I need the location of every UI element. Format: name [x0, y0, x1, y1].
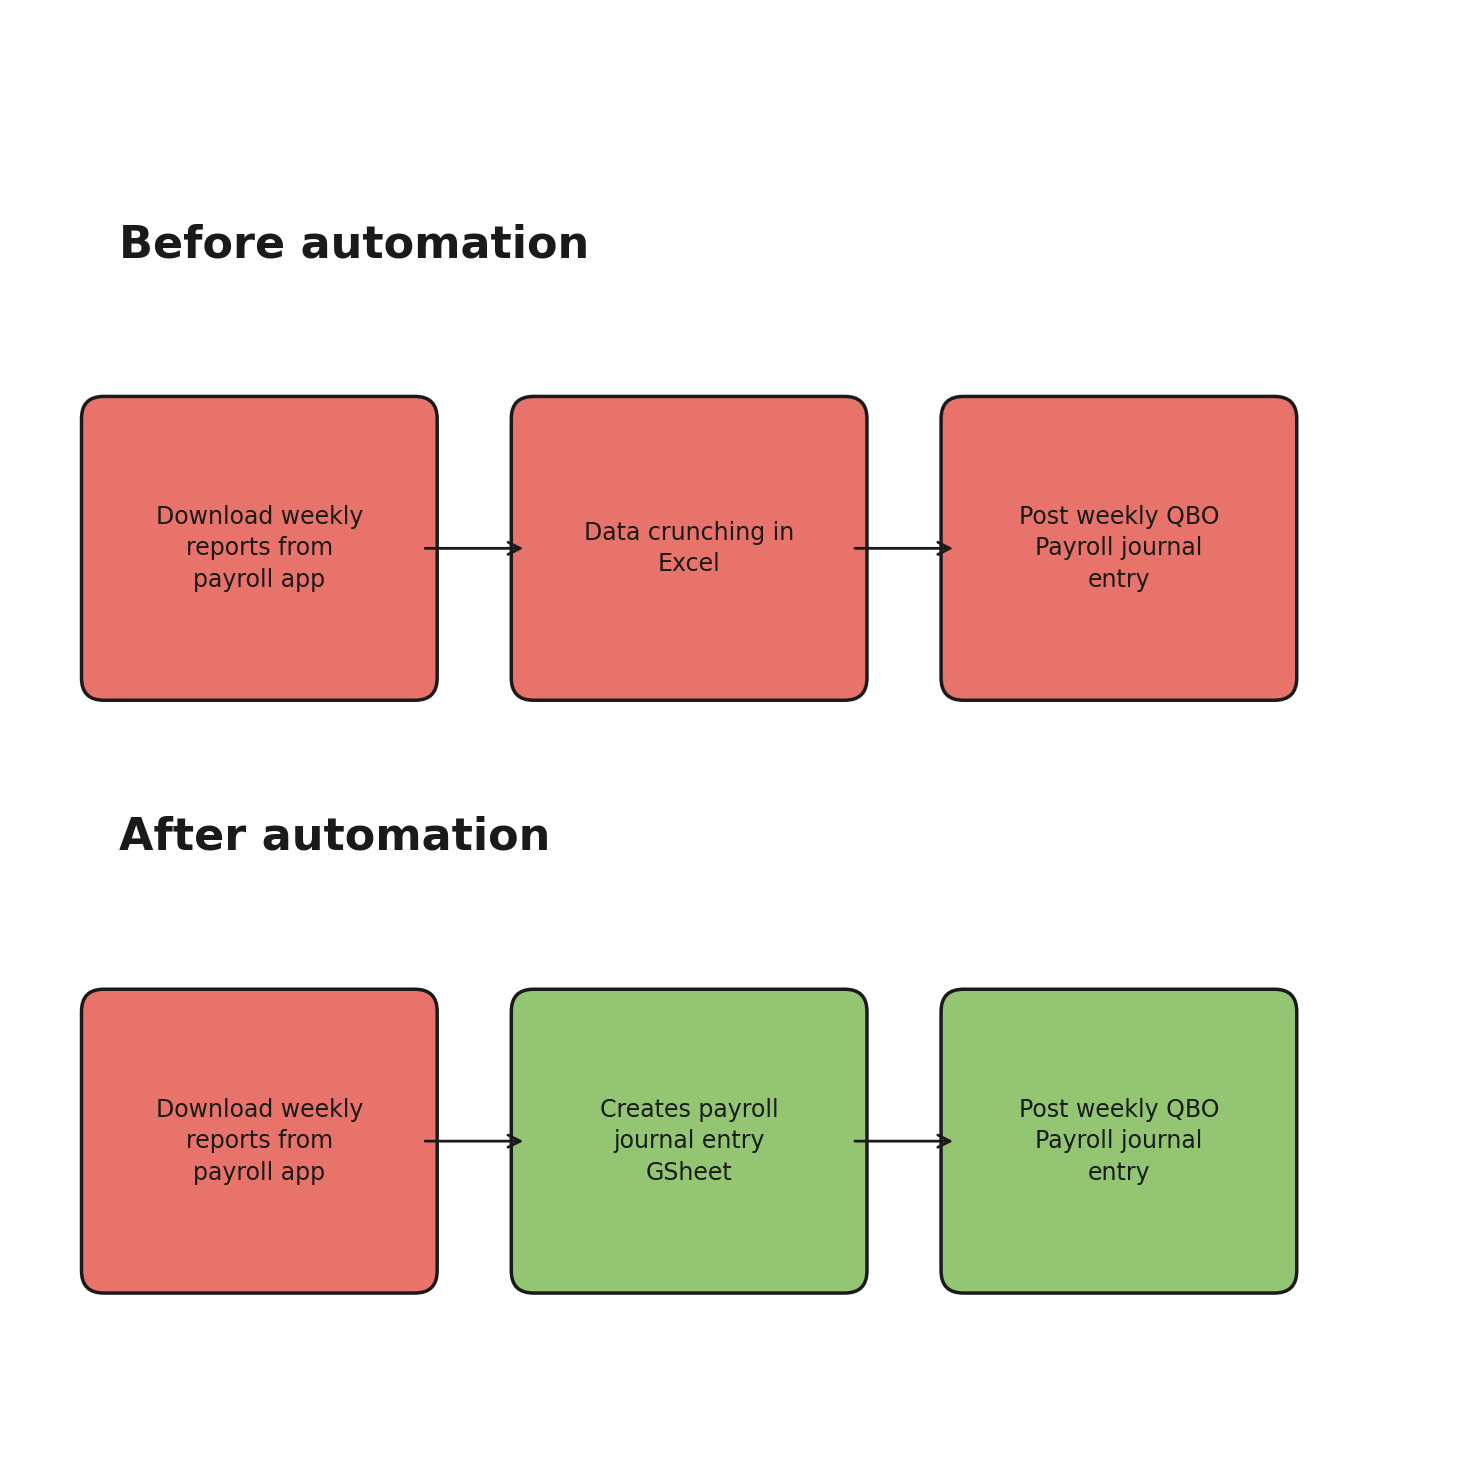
FancyBboxPatch shape — [941, 397, 1297, 701]
FancyBboxPatch shape — [82, 397, 437, 701]
Text: Download weekly
reports from
payroll app: Download weekly reports from payroll app — [156, 1098, 363, 1184]
Text: Before automation: Before automation — [119, 222, 588, 267]
Text: Data crunching in
Excel: Data crunching in Excel — [584, 520, 794, 576]
Text: Post weekly QBO
Payroll journal
entry: Post weekly QBO Payroll journal entry — [1018, 1098, 1220, 1184]
FancyBboxPatch shape — [82, 990, 437, 1292]
Text: After automation: After automation — [119, 815, 550, 860]
Text: Creates payroll
journal entry
GSheet: Creates payroll journal entry GSheet — [600, 1098, 778, 1184]
Text: Post weekly QBO
Payroll journal
entry: Post weekly QBO Payroll journal entry — [1018, 505, 1220, 591]
Text: Download weekly
reports from
payroll app: Download weekly reports from payroll app — [156, 505, 363, 591]
FancyBboxPatch shape — [511, 397, 867, 701]
FancyBboxPatch shape — [941, 990, 1297, 1292]
FancyBboxPatch shape — [511, 990, 867, 1292]
